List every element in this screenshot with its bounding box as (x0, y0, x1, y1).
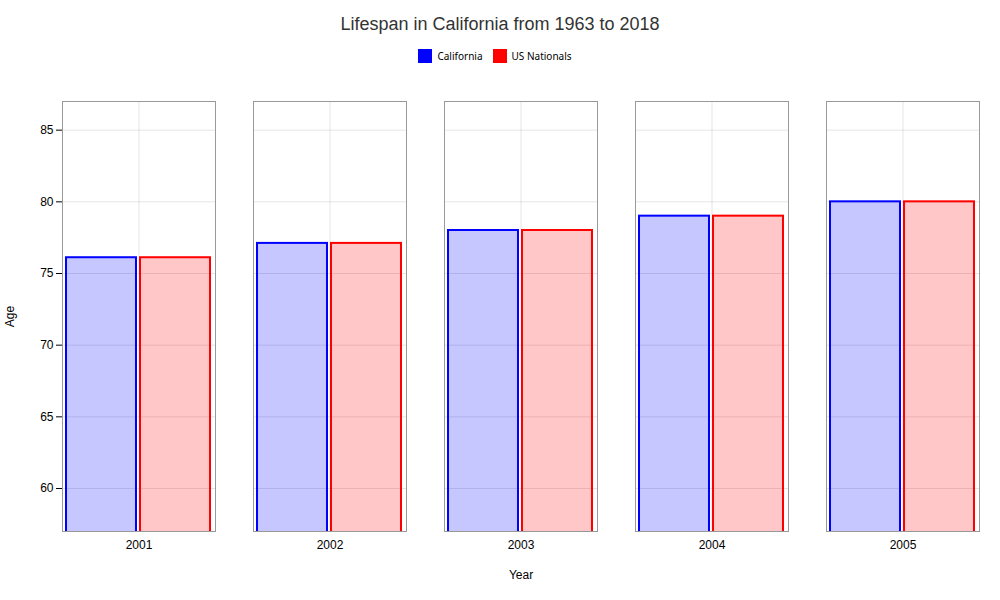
svg-text:2001: 2001 (126, 538, 153, 552)
svg-text:60: 60 (40, 481, 54, 495)
svg-text:75: 75 (40, 266, 54, 280)
html-text:US Nationals: US Nationals (511, 48, 572, 63)
svg-text:85: 85 (40, 123, 54, 137)
svg-text:2004: 2004 (699, 538, 726, 552)
html-text:California: California (437, 48, 483, 63)
svg-text:Year: Year (509, 568, 533, 582)
svg-text:Age: Age (3, 306, 17, 328)
svg-text:80: 80 (40, 195, 54, 209)
svg-text:65: 65 (40, 410, 54, 424)
svg-text:70: 70 (40, 338, 54, 352)
html-text:Lifespan in California from 19: Lifespan in California from 1963 to 2018 (340, 14, 660, 34)
svg-text:2005: 2005 (890, 538, 917, 552)
svg-text:2002: 2002 (317, 538, 344, 552)
svg-text:2003: 2003 (508, 538, 535, 552)
